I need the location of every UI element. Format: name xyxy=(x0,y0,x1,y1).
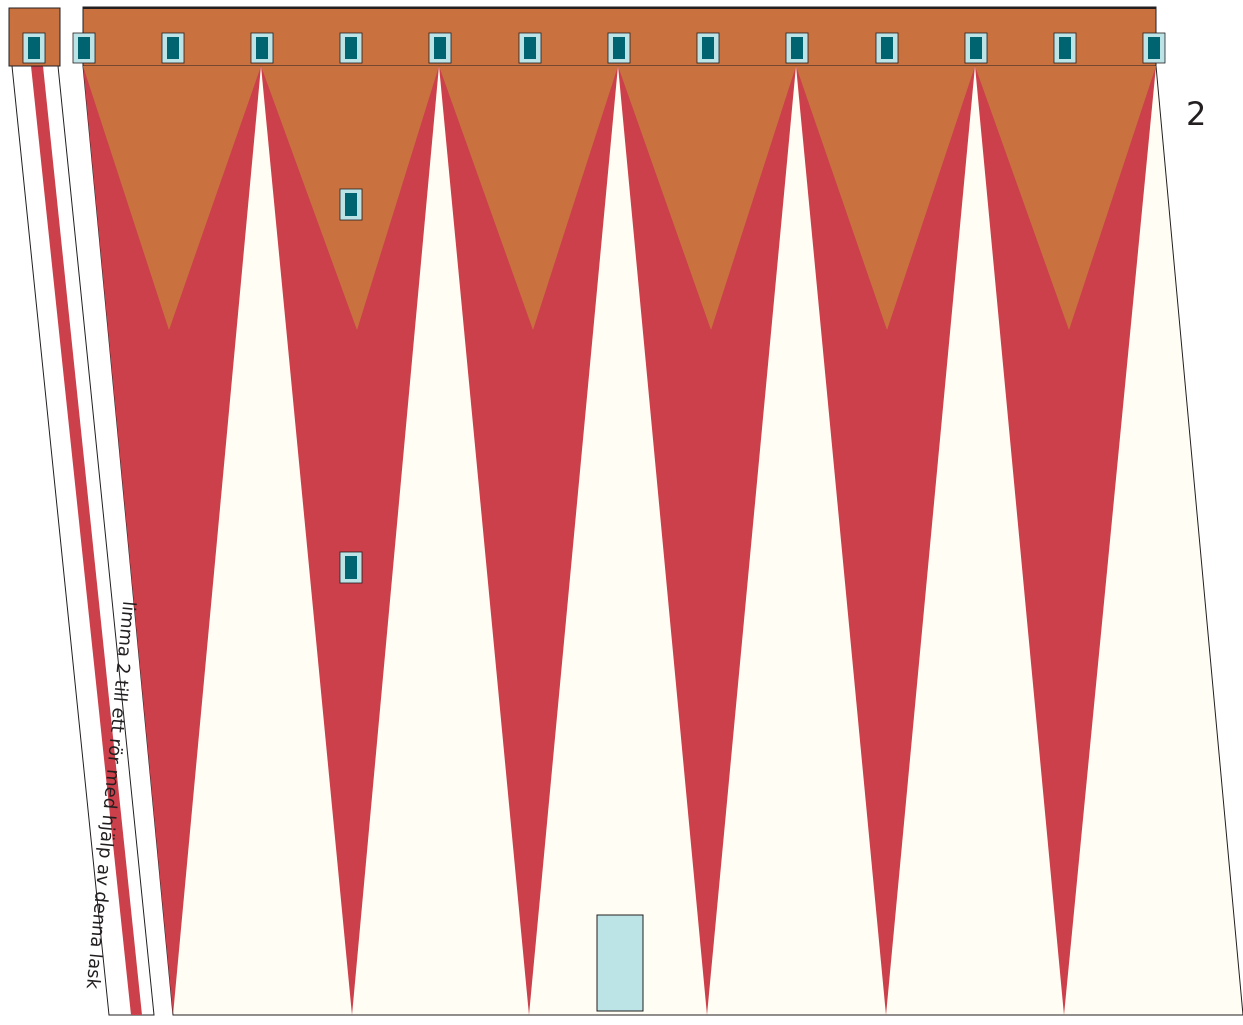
top-windows xyxy=(72,32,1166,64)
glue-tab-red-stripe xyxy=(31,66,142,1015)
roof-point xyxy=(618,66,796,330)
red-stripe xyxy=(975,66,1156,1015)
window-icon xyxy=(161,32,185,64)
window-icon xyxy=(428,32,452,64)
window-icon xyxy=(72,32,96,64)
red-stripe xyxy=(83,66,261,1015)
window-icon xyxy=(1053,32,1077,64)
window-icon xyxy=(339,188,363,221)
main-panel xyxy=(72,6,1243,1016)
red-stripe xyxy=(439,66,618,1015)
window-icon xyxy=(22,32,46,64)
roof-point xyxy=(439,66,618,330)
window-icon xyxy=(696,32,720,64)
red-stripes xyxy=(83,66,1156,1015)
red-stripe xyxy=(796,66,975,1015)
window-icon xyxy=(785,32,809,64)
window-icon xyxy=(964,32,988,64)
window-icon xyxy=(875,32,899,64)
red-stripe xyxy=(261,66,439,1015)
door-icon xyxy=(596,914,644,1012)
glue-tab xyxy=(8,7,155,1016)
window-icon xyxy=(339,551,363,584)
window-icon xyxy=(250,32,274,64)
red-stripe xyxy=(618,66,796,1015)
roof-point xyxy=(796,66,975,330)
roof-point xyxy=(975,66,1156,330)
window-icon xyxy=(339,32,363,64)
piece-number: 2 xyxy=(1186,95,1207,133)
window-icon xyxy=(607,32,631,64)
roof-point xyxy=(83,66,261,330)
window-icon xyxy=(518,32,542,64)
window-icon xyxy=(1142,32,1166,64)
